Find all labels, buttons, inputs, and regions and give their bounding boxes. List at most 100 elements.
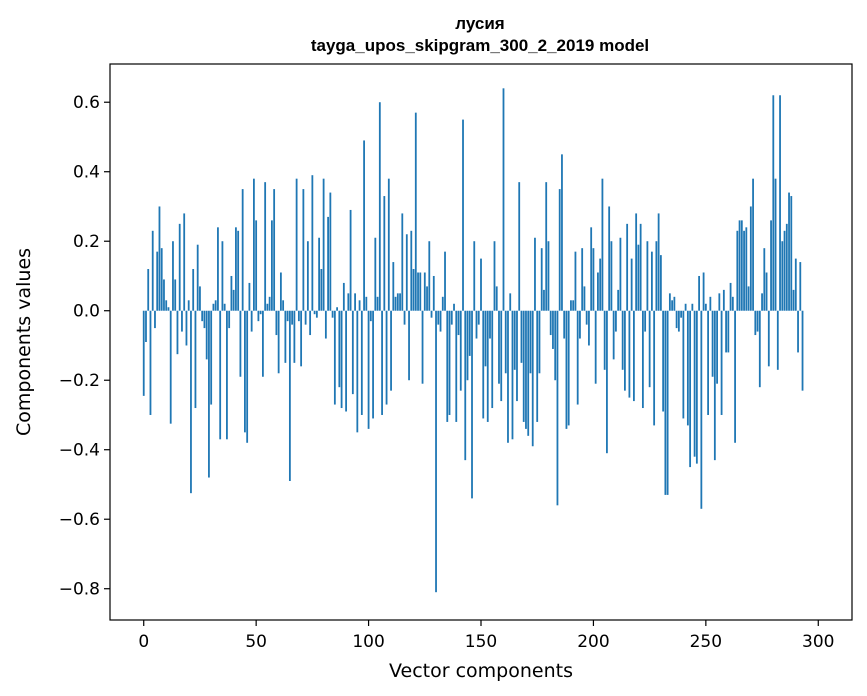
bar-234 (668, 293, 671, 311)
bar-47 (248, 282, 251, 311)
bar-32 (214, 300, 217, 311)
bar-96 (358, 300, 361, 311)
x-tick-label-50: 50 (245, 632, 267, 652)
bar-169 (522, 310, 525, 422)
bar-155 (491, 310, 494, 409)
bar-58 (273, 189, 276, 311)
bar-70 (300, 310, 303, 367)
bar-84 (331, 310, 334, 318)
bar-177 (540, 248, 543, 311)
bar-45 (244, 310, 246, 433)
bar-273 (756, 310, 759, 332)
y-tick-label-7: −0.8 (59, 580, 100, 600)
bar-114 (399, 293, 401, 311)
bar-148 (475, 310, 478, 339)
bar-259 (725, 310, 727, 353)
bar-128 (430, 310, 433, 318)
y-tick-label-4: −0.2 (59, 371, 100, 391)
bar-245 (693, 310, 696, 457)
bar-256 (718, 293, 721, 311)
bar-144 (466, 310, 469, 381)
bar-240 (682, 310, 685, 419)
bar-212 (619, 237, 622, 311)
bar-200 (592, 248, 595, 311)
bar-109 (387, 178, 390, 311)
bar-288 (790, 196, 793, 311)
bar-49 (253, 178, 255, 311)
bar-260 (727, 310, 730, 353)
bar-159 (500, 310, 503, 402)
bar-193 (576, 310, 579, 405)
bar-75 (311, 175, 314, 311)
bar-267 (743, 230, 745, 311)
bar-99 (365, 296, 368, 311)
bar-179 (545, 182, 548, 311)
bar-30 (210, 310, 213, 405)
bar-52 (259, 310, 262, 315)
bar-192 (574, 251, 577, 311)
bar-254 (713, 310, 716, 461)
bar-231 (662, 310, 665, 412)
bar-250 (704, 303, 707, 311)
bar-130 (435, 310, 437, 593)
bar-51 (257, 310, 260, 322)
bar-221 (639, 223, 642, 311)
bar-25 (199, 286, 201, 311)
bar-265 (738, 220, 741, 311)
bar-188 (565, 310, 568, 429)
bar-83 (329, 192, 332, 311)
bar-239 (680, 310, 683, 318)
bar-284 (781, 241, 784, 311)
bar-129 (432, 275, 435, 311)
bar-261 (729, 282, 732, 311)
bar-275 (761, 293, 763, 311)
y-tick-label-3: 0.0 (73, 302, 100, 322)
bar-158 (498, 310, 500, 384)
bar-73 (306, 241, 309, 311)
bar-63 (284, 310, 287, 363)
bar-236 (673, 296, 676, 311)
bar-90 (345, 310, 347, 412)
bar-69 (297, 310, 300, 322)
bar-237 (675, 310, 678, 329)
bar-181 (549, 310, 552, 336)
bar-271 (752, 178, 754, 311)
bar-110 (390, 310, 392, 391)
bar-209 (612, 310, 615, 360)
bar-138 (453, 303, 455, 311)
bar-22 (192, 269, 195, 311)
bar-220 (637, 244, 640, 311)
bar-217 (630, 258, 633, 311)
bar-281 (774, 178, 777, 311)
bar-246 (695, 310, 698, 464)
bar-191 (572, 300, 575, 311)
bar-117 (405, 234, 408, 311)
bar-93 (351, 310, 354, 395)
bar-210 (615, 310, 617, 332)
bar-55 (266, 303, 269, 311)
bar-56 (268, 296, 271, 311)
bar-64 (286, 310, 289, 322)
bar-81 (324, 310, 327, 339)
bar-100 (367, 310, 370, 429)
bar-53 (262, 310, 264, 377)
bar-68 (295, 178, 298, 311)
bar-126 (426, 286, 428, 311)
bar-121 (414, 112, 417, 311)
y-tick-label-1: 0.4 (73, 163, 100, 183)
bar-204 (601, 178, 604, 311)
bar-253 (711, 310, 714, 377)
bar-13 (172, 241, 174, 311)
x-tick-label-150: 150 (465, 632, 497, 652)
bar-186 (561, 154, 563, 311)
bar-42 (237, 230, 240, 311)
bar-166 (516, 310, 518, 402)
bar-283 (779, 95, 781, 311)
bar-39 (230, 275, 233, 311)
bar-135 (446, 310, 449, 422)
bar-242 (686, 310, 689, 426)
bar-77 (315, 310, 318, 318)
bar-285 (783, 230, 786, 311)
bar-35 (221, 241, 224, 311)
